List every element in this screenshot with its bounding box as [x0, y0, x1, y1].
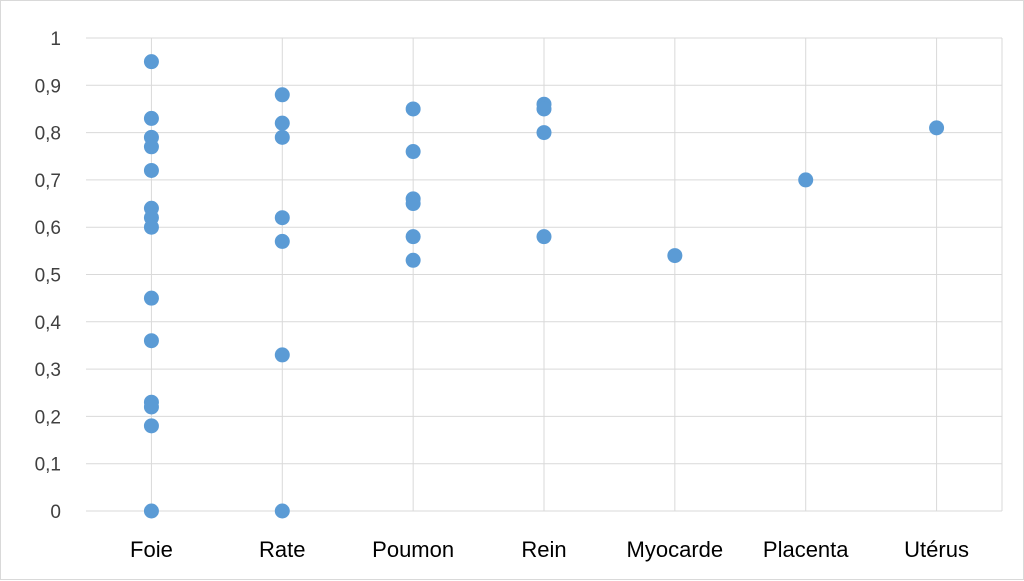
data-point	[143, 110, 159, 126]
y-tick-label: 0,1	[35, 455, 61, 476]
y-tick-label: 0,9	[35, 76, 61, 97]
data-point	[405, 101, 421, 117]
y-tick-label: 0,3	[35, 360, 61, 381]
x-category-label: Placenta	[763, 537, 849, 562]
y-tick-label: 0,2	[35, 407, 61, 428]
data-point	[143, 503, 159, 519]
data-point	[798, 172, 814, 188]
x-category-label: Foie	[130, 537, 173, 562]
data-point	[143, 418, 159, 434]
x-category-label: Myocarde	[627, 537, 724, 562]
data-point	[405, 252, 421, 268]
data-point	[143, 399, 159, 415]
y-tick-label: 0,8	[35, 124, 61, 145]
data-point	[536, 125, 552, 141]
y-tick-label: 0,7	[35, 171, 61, 192]
data-point	[536, 101, 552, 117]
y-tick-label: 1	[50, 29, 61, 50]
data-point	[405, 144, 421, 160]
y-tick-label: 0,5	[35, 266, 61, 287]
data-point	[536, 229, 552, 245]
data-points	[143, 54, 945, 519]
x-category-label: Rein	[521, 537, 566, 562]
data-point	[667, 248, 683, 264]
data-point	[274, 503, 290, 519]
x-category-label: Rate	[259, 537, 305, 562]
y-axis-tick-labels: 0 0,1 0,2 0,3 0,4 0,5 0,6 0,7 0,8 0,9 1	[35, 29, 62, 523]
data-point	[274, 233, 290, 249]
data-point	[929, 120, 945, 136]
data-point	[143, 290, 159, 306]
data-point	[274, 87, 290, 103]
data-point	[143, 162, 159, 178]
data-point	[143, 139, 159, 155]
data-point	[274, 115, 290, 131]
x-category-label: Poumon	[372, 537, 454, 562]
data-point	[274, 347, 290, 363]
data-point	[143, 54, 159, 70]
x-axis-category-labels: Foie Rate Poumon Rein Myocarde Placenta Utérus	[130, 537, 969, 562]
data-point	[405, 229, 421, 245]
data-point	[143, 333, 159, 349]
data-point	[405, 196, 421, 212]
data-point	[143, 219, 159, 235]
data-point	[274, 210, 290, 226]
y-tick-label: 0,4	[35, 313, 62, 334]
x-category-label: Utérus	[904, 537, 969, 562]
y-tick-label: 0,6	[35, 218, 61, 239]
y-tick-label: 0	[50, 502, 61, 523]
data-point	[274, 129, 290, 145]
